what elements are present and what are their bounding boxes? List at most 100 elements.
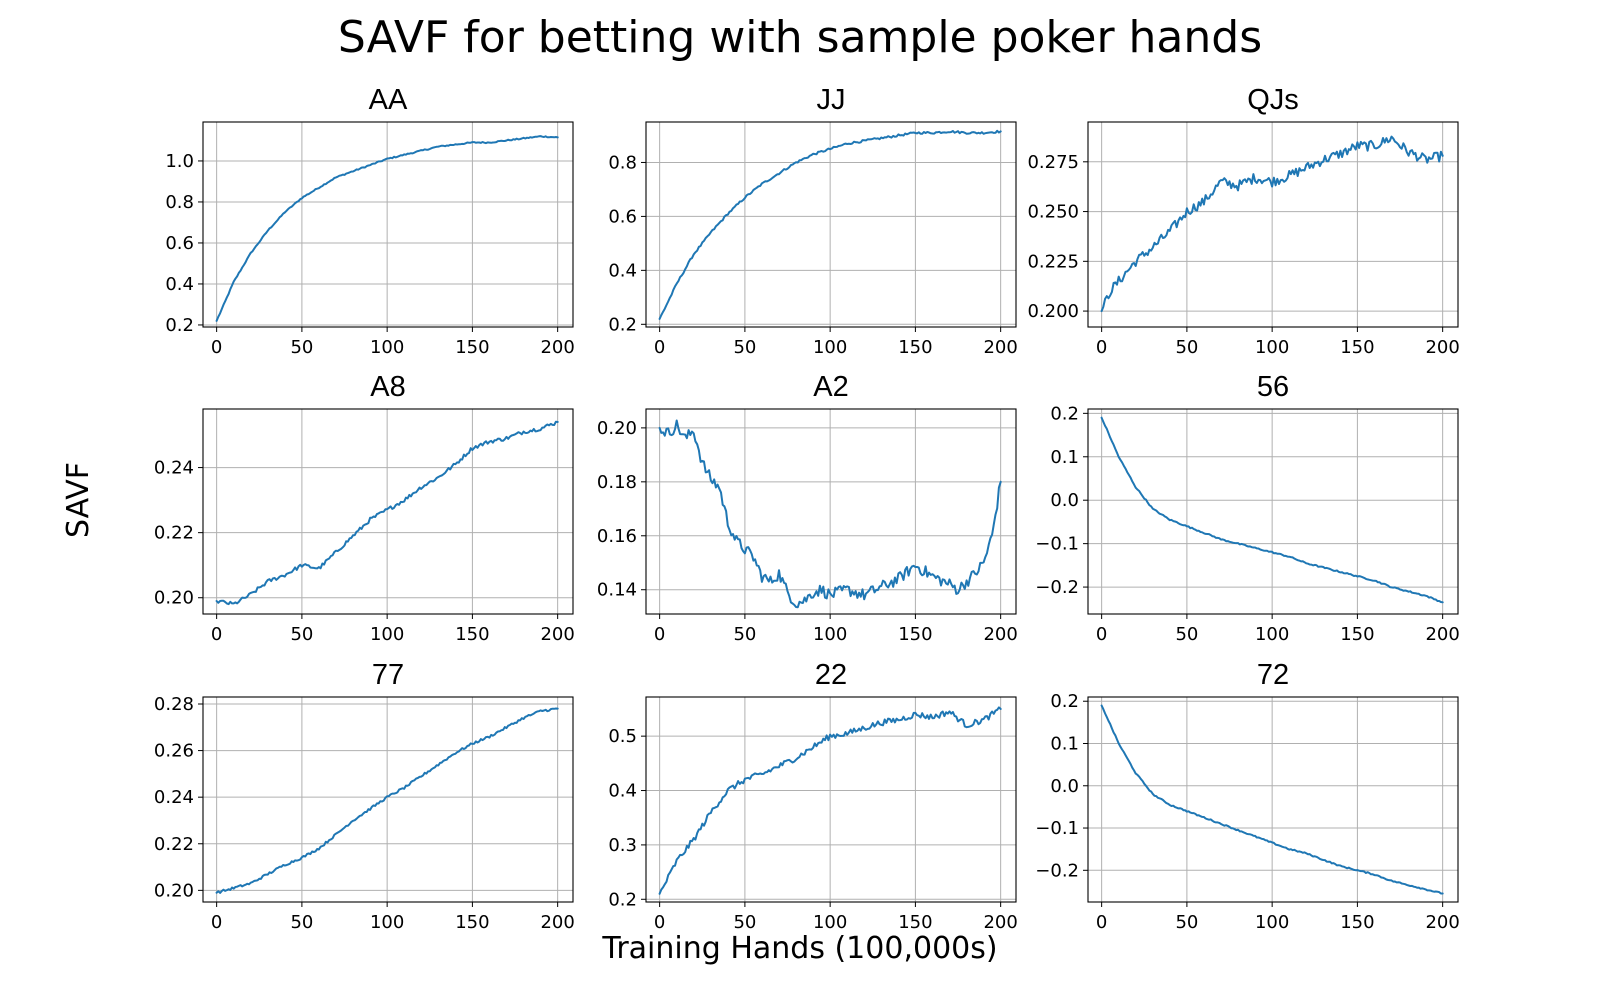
y-tick-label: 0.2: [608, 314, 637, 335]
y-tick-label: 0.16: [597, 526, 637, 547]
plot-frame: [202, 121, 574, 328]
plot-frame: [645, 408, 1017, 615]
x-tick-label: 50: [1175, 337, 1198, 358]
x-tick-label: 0: [211, 624, 222, 645]
x-tick-label: 100: [370, 912, 404, 933]
y-tick-label: −0.1: [1035, 818, 1079, 839]
x-tick-label: 50: [1175, 624, 1198, 645]
subplot-title: A8: [370, 371, 405, 403]
series-line-a2: [658, 419, 1002, 609]
plot-frame: [202, 408, 574, 615]
series-line-22: [658, 706, 1002, 895]
plot-frame: [1087, 121, 1459, 328]
y-tick-label: 0.22: [154, 834, 194, 855]
subplot-grid: 0 50 100 150 200 0.2 0.4 0.6 0.8 1.0 AA 0 50 100 150 20…: [154, 84, 1460, 933]
y-tick-label: 0.6: [165, 233, 194, 254]
subplot-title: 77: [372, 659, 404, 691]
x-tick-label: 50: [733, 337, 756, 358]
subplot-77: 0 50 100 150 200 0.20 0.22 0.24 0.26 0.28 77: [154, 659, 575, 933]
y-tick-label: 0.8: [165, 192, 194, 213]
x-tick-label: 150: [1340, 337, 1374, 358]
x-tick-label: 200: [983, 337, 1017, 358]
y-tick-label: 0.0: [1050, 776, 1079, 797]
x-tick-label: 100: [370, 337, 404, 358]
y-tick-label: 0.200: [1027, 301, 1079, 322]
y-tick-label: 0.2: [1050, 403, 1079, 424]
subplot-title: A2: [813, 371, 848, 403]
x-tick-label: 200: [1425, 624, 1459, 645]
plot-frame: [202, 696, 574, 903]
x-tick-label: 150: [898, 624, 932, 645]
y-tick-label: −0.1: [1035, 534, 1079, 555]
subplot-title: JJ: [817, 84, 846, 116]
x-tick-label: 200: [540, 624, 574, 645]
x-axis-label: Training Hands (100,000s): [601, 931, 997, 966]
y-tick-label: 0.0: [1050, 490, 1079, 511]
x-tick-label: 150: [455, 337, 489, 358]
y-tick-label: 0.8: [608, 152, 637, 173]
series-line-qjs: [1100, 135, 1444, 313]
y-tick-label: 0.20: [154, 880, 194, 901]
series-line-56: [1100, 416, 1444, 604]
series-line-jj: [658, 129, 1002, 320]
x-tick-label: 0: [1096, 912, 1107, 933]
x-tick-label: 0: [1096, 337, 1107, 358]
y-axis-label: SAVF: [61, 462, 96, 538]
x-tick-label: 200: [983, 624, 1017, 645]
y-tick-label: 0.4: [165, 274, 194, 295]
x-tick-label: 100: [1255, 912, 1289, 933]
subplot-a2: 0 50 100 150 200 0.14 0.16 0.18 0.20 A2: [597, 371, 1018, 645]
y-tick-label: 0.275: [1027, 152, 1079, 173]
x-tick-label: 50: [733, 912, 756, 933]
x-tick-label: 150: [898, 337, 932, 358]
x-tick-label: 50: [290, 337, 313, 358]
x-tick-label: 150: [455, 912, 489, 933]
y-tick-label: 0.24: [154, 787, 194, 808]
subplot-title: 56: [1257, 371, 1289, 403]
x-tick-label: 0: [654, 624, 665, 645]
y-tick-label: 1.0: [165, 151, 194, 172]
y-tick-label: −0.2: [1035, 577, 1079, 598]
y-tick-label: 0.1: [1050, 733, 1079, 754]
plot-frame: [1087, 696, 1459, 903]
series-line-77: [215, 707, 559, 894]
y-tick-label: 0.6: [608, 206, 637, 227]
y-tick-label: 0.14: [597, 580, 637, 601]
plot-frame: [1087, 408, 1459, 615]
x-tick-label: 100: [813, 912, 847, 933]
x-tick-label: 200: [1425, 912, 1459, 933]
x-tick-label: 0: [211, 337, 222, 358]
subplot-72: 0 50 100 150 200 −0.2 −0.1 0.0 0.1 0.2 72: [1035, 659, 1460, 933]
x-tick-label: 50: [290, 912, 313, 933]
y-tick-label: 0.2: [165, 315, 194, 336]
x-tick-label: 150: [455, 624, 489, 645]
plot-frame: [645, 121, 1017, 328]
series-line-72: [1100, 704, 1444, 895]
y-tick-label: 0.2: [1050, 691, 1079, 712]
x-tick-label: 200: [1425, 337, 1459, 358]
x-tick-label: 200: [540, 912, 574, 933]
series-line-a8: [215, 420, 559, 606]
y-tick-label: 0.20: [154, 588, 194, 609]
figure-title: SAVF for betting with sample poker hands: [338, 12, 1262, 63]
y-tick-label: 0.26: [154, 741, 194, 762]
x-tick-label: 100: [813, 337, 847, 358]
y-tick-label: 0.24: [154, 458, 194, 479]
y-tick-label: 0.4: [608, 781, 637, 802]
y-tick-label: 0.20: [597, 418, 637, 439]
subplot-title: AA: [369, 84, 408, 116]
x-tick-label: 50: [1175, 912, 1198, 933]
x-tick-label: 100: [1255, 337, 1289, 358]
y-tick-label: 0.250: [1027, 202, 1079, 223]
y-tick-label: 0.5: [608, 726, 637, 747]
x-tick-label: 100: [370, 624, 404, 645]
x-tick-label: 50: [290, 624, 313, 645]
subplot-title: 22: [815, 659, 847, 691]
x-tick-label: 0: [654, 337, 665, 358]
x-tick-label: 150: [898, 912, 932, 933]
x-tick-label: 50: [733, 624, 756, 645]
x-tick-label: 100: [1255, 624, 1289, 645]
subplot-a8: 0 50 100 150 200 0.20 0.22 0.24 A8: [154, 371, 575, 645]
series-line-aa: [215, 135, 559, 322]
